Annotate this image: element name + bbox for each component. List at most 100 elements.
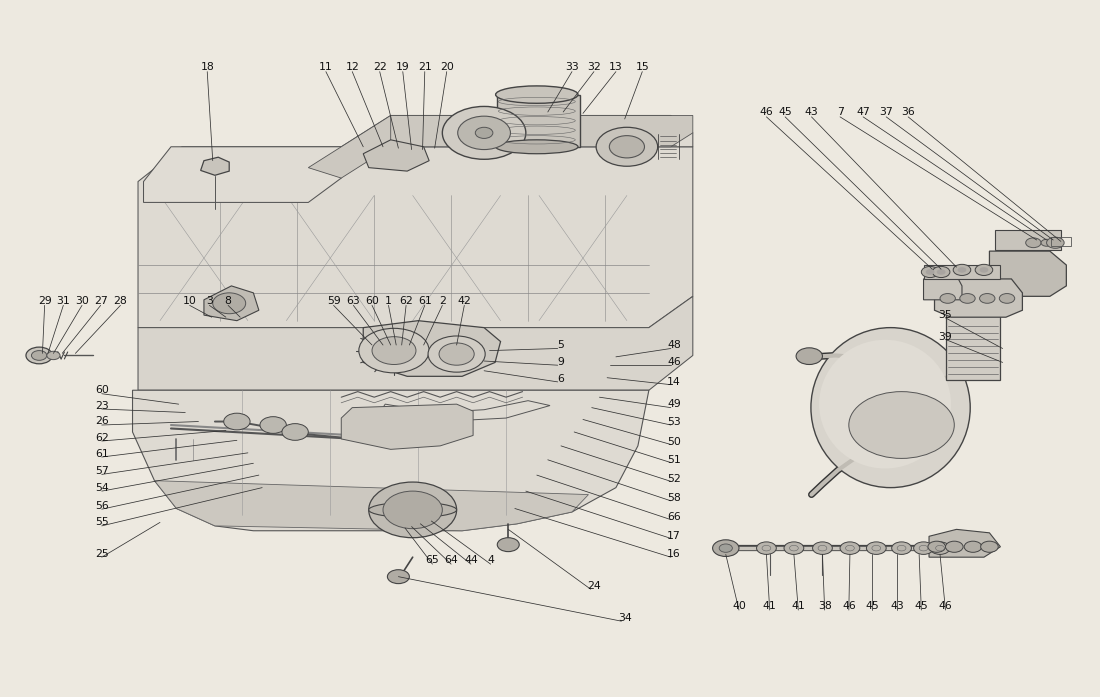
Text: 45: 45 <box>778 107 792 117</box>
Text: 13: 13 <box>609 62 623 72</box>
Text: 42: 42 <box>458 296 471 306</box>
Polygon shape <box>390 116 693 147</box>
Text: 60: 60 <box>365 296 380 306</box>
Text: 2: 2 <box>439 296 446 306</box>
Circle shape <box>757 542 777 554</box>
Text: 16: 16 <box>668 549 681 560</box>
Text: 25: 25 <box>95 549 109 559</box>
Polygon shape <box>930 529 1000 557</box>
Polygon shape <box>989 251 1066 296</box>
Circle shape <box>713 539 739 556</box>
Text: 33: 33 <box>565 62 579 72</box>
Text: 61: 61 <box>418 296 431 306</box>
Text: 26: 26 <box>95 416 109 426</box>
Text: 64: 64 <box>444 555 458 565</box>
Text: 34: 34 <box>618 613 631 623</box>
Circle shape <box>976 264 992 275</box>
Polygon shape <box>924 265 1000 279</box>
Polygon shape <box>138 147 693 328</box>
Text: 63: 63 <box>346 296 360 306</box>
Circle shape <box>867 542 887 554</box>
Text: 31: 31 <box>56 296 70 306</box>
Text: 7: 7 <box>837 107 844 117</box>
Polygon shape <box>204 286 258 321</box>
Text: 5: 5 <box>558 340 564 350</box>
Text: 54: 54 <box>95 482 109 493</box>
Text: 14: 14 <box>668 377 681 387</box>
Text: 24: 24 <box>587 581 601 591</box>
Circle shape <box>931 542 950 554</box>
Text: 10: 10 <box>183 296 197 306</box>
Text: 20: 20 <box>440 62 453 72</box>
Text: 40: 40 <box>732 601 746 611</box>
Text: 55: 55 <box>95 517 109 528</box>
Polygon shape <box>132 390 649 530</box>
Polygon shape <box>363 321 500 376</box>
Polygon shape <box>154 481 588 530</box>
Polygon shape <box>341 116 693 147</box>
Circle shape <box>475 128 493 139</box>
Circle shape <box>999 293 1014 303</box>
Circle shape <box>954 264 971 275</box>
Text: 41: 41 <box>791 601 805 611</box>
Circle shape <box>1041 239 1052 246</box>
Circle shape <box>439 343 474 365</box>
Text: 43: 43 <box>890 601 904 611</box>
Text: 57: 57 <box>95 466 109 476</box>
Circle shape <box>497 537 519 551</box>
Text: 66: 66 <box>668 512 681 522</box>
Text: 65: 65 <box>426 555 439 565</box>
Circle shape <box>428 336 485 372</box>
Text: 43: 43 <box>804 107 818 117</box>
Circle shape <box>372 337 416 365</box>
Circle shape <box>796 348 823 365</box>
Circle shape <box>260 417 286 434</box>
Circle shape <box>892 542 912 554</box>
Text: 62: 62 <box>399 296 412 306</box>
Circle shape <box>383 491 442 528</box>
Circle shape <box>387 569 409 583</box>
Polygon shape <box>341 404 473 450</box>
Polygon shape <box>935 279 1022 317</box>
Bar <box>497 95 580 147</box>
Bar <box>946 314 1000 380</box>
Circle shape <box>368 482 456 537</box>
Text: 6: 6 <box>558 374 564 384</box>
Text: 38: 38 <box>817 601 832 611</box>
Text: 37: 37 <box>879 107 893 117</box>
Text: 15: 15 <box>636 62 649 72</box>
Circle shape <box>933 266 950 277</box>
Circle shape <box>813 542 833 554</box>
Polygon shape <box>924 275 962 300</box>
Circle shape <box>926 269 935 275</box>
Text: 9: 9 <box>558 358 564 367</box>
Circle shape <box>946 541 964 552</box>
Circle shape <box>784 542 804 554</box>
Circle shape <box>47 351 60 360</box>
Text: 36: 36 <box>901 107 915 117</box>
Text: 11: 11 <box>319 62 333 72</box>
Ellipse shape <box>368 503 456 518</box>
Text: 28: 28 <box>113 296 128 306</box>
Circle shape <box>840 542 860 554</box>
Circle shape <box>849 392 955 459</box>
Circle shape <box>958 267 967 273</box>
Text: 22: 22 <box>373 62 386 72</box>
Ellipse shape <box>820 340 952 468</box>
Circle shape <box>359 328 429 373</box>
Circle shape <box>980 293 994 303</box>
Text: 41: 41 <box>762 601 777 611</box>
Text: 46: 46 <box>842 601 856 611</box>
Text: 46: 46 <box>668 358 681 367</box>
Text: 53: 53 <box>668 418 681 427</box>
Text: 50: 50 <box>668 437 681 447</box>
Text: 56: 56 <box>95 500 109 511</box>
Text: 21: 21 <box>418 62 431 72</box>
Ellipse shape <box>496 140 578 154</box>
Circle shape <box>937 269 946 275</box>
Text: 58: 58 <box>668 493 681 503</box>
Text: 60: 60 <box>95 385 109 395</box>
Text: 30: 30 <box>75 296 89 306</box>
Circle shape <box>1025 238 1041 247</box>
Circle shape <box>223 413 250 430</box>
